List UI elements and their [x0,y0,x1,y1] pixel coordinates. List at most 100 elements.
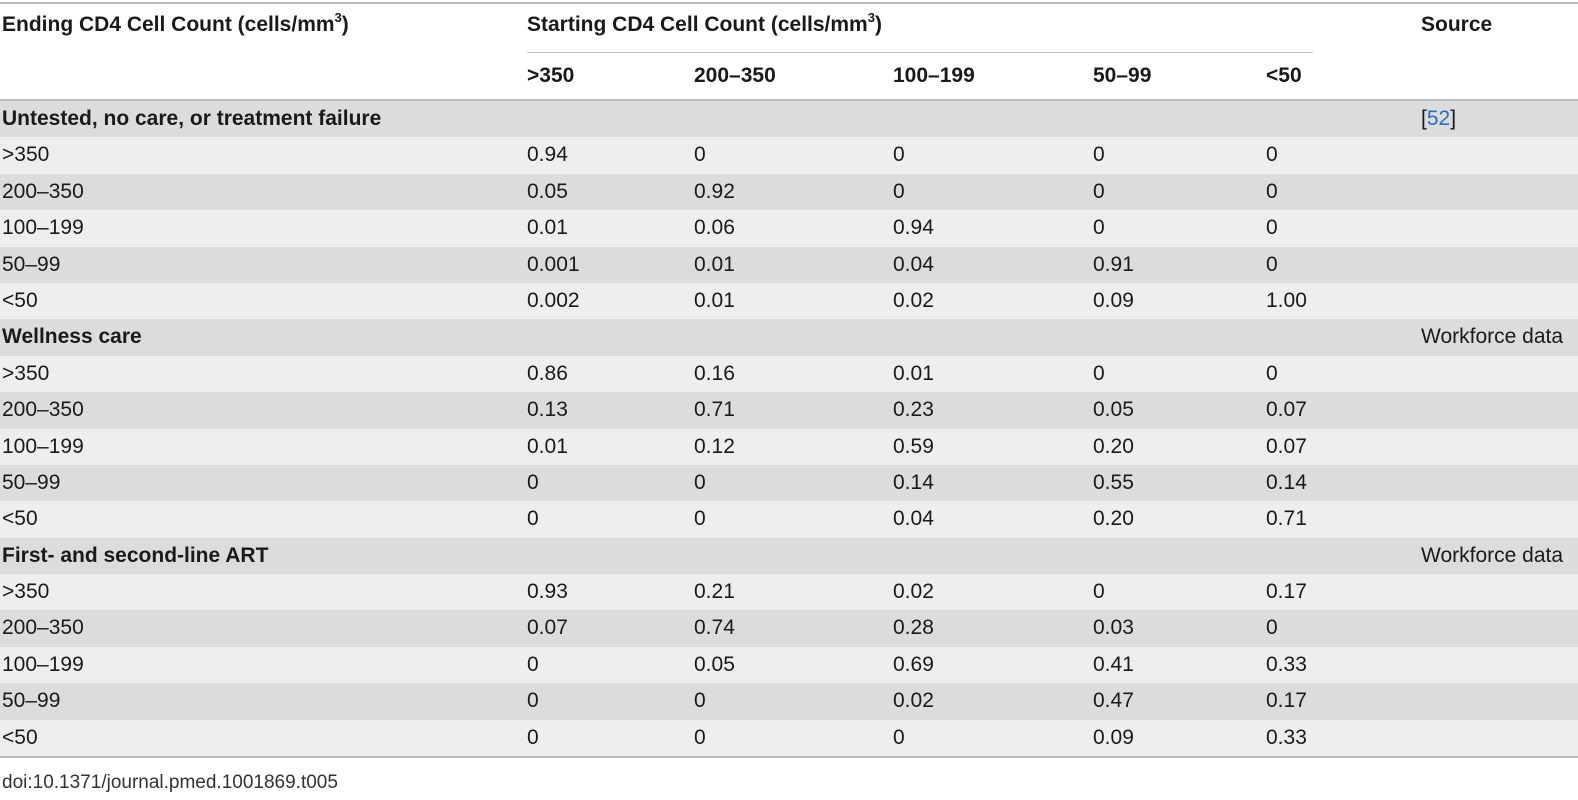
table-cell: 0.69 [893,652,934,676]
table-cell: 0.33 [1266,652,1307,676]
starting-count-span-rule [527,52,1313,53]
table-row: 100–199 0.01 0.12 0.59 0.20 0.07 [0,428,1578,465]
table-cell: 0 [527,725,539,749]
header-starting-cd4: Starting CD4 Cell Count (cells/mm3) [527,10,882,36]
source-reference-link[interactable]: 52 [1426,107,1451,130]
header-bottom-rule [0,99,1578,101]
table-cell: 0.07 [527,616,568,640]
table-cell: 0.33 [1266,725,1307,749]
table-cell: 0.04 [893,507,934,531]
table-cell: 0.17 [1266,580,1307,604]
row-label: 50–99 [2,470,61,494]
table-cell: 0 [694,507,706,531]
header-ending-cd4: Ending CD4 Cell Count (cells/mm3) [2,10,349,36]
table-cell: 0.03 [1093,616,1134,640]
table-cell: 0.92 [694,179,735,203]
table-top-rule [0,2,1578,4]
row-label: >350 [2,361,50,385]
table-cell: 0 [1093,179,1105,203]
section-source: [52] [1421,101,1456,137]
table-cell: 0 [527,470,539,494]
table-cell: 0.05 [694,652,735,676]
table-cell: 0.21 [694,580,735,604]
column-header: >350 [527,64,575,87]
table-cell: 0.20 [1093,434,1134,458]
table-row: 50–99 0.001 0.01 0.04 0.91 0 [0,246,1578,283]
table-row: >350 0.93 0.21 0.02 0 0.17 [0,574,1578,611]
table-cell: 0 [1093,216,1105,240]
section-row: Wellness care Workforce data [0,319,1578,356]
table-row: >350 0.86 0.16 0.01 0 0 [0,355,1578,393]
row-label: 100–199 [2,434,84,458]
table-row: 200–350 0.13 0.71 0.23 0.05 0.07 [0,392,1578,429]
table-cell: 0 [1093,361,1105,385]
section-title: Untested, no care, or treatment failure [2,107,382,130]
table-cell: 0 [1266,361,1278,385]
table-row: 200–350 0.05 0.92 0 0 0 [0,173,1578,211]
table-cell: 0.01 [694,288,735,312]
table-cell: 0.01 [893,361,934,385]
table-cell: 0.09 [1093,725,1134,749]
row-label: 50–99 [2,252,61,276]
table-cell: 0 [893,725,905,749]
table-cell: 0.001 [527,252,580,276]
table-cell: 0.14 [1266,470,1307,494]
table-cell: 0.94 [527,143,568,167]
section-row: First- and second-line ART Workforce data [0,537,1578,575]
table-cell: 0.23 [893,398,934,422]
table-cell: 0 [1093,143,1105,167]
table-cell: 0 [694,143,706,167]
table-cell: 0.59 [893,434,934,458]
table-cell: 0.05 [1093,398,1134,422]
table-cell: 0.93 [527,580,568,604]
source-bracket: ] [1450,107,1457,130]
table-row: 200–350 0.07 0.74 0.28 0.03 0 [0,610,1578,647]
table-cell: 0.06 [694,216,735,240]
table-row: 50–99 0 0 0.02 0.47 0.17 [0,683,1578,720]
row-label: 200–350 [2,616,84,640]
row-label: 200–350 [2,179,84,203]
row-label: <50 [2,288,38,312]
column-header: 100–199 [893,64,975,87]
table-body: Untested, no care, or treatment failure [… [0,101,1578,757]
table-cell: 0.94 [893,216,934,240]
table-cell: 0 [1266,216,1278,240]
table-cell: 0.28 [893,616,934,640]
table-cell: 0.01 [527,434,568,458]
table-cell: 0 [1266,179,1278,203]
table-cell: 0.20 [1093,507,1134,531]
section-source: Workforce data [1421,543,1564,567]
header-source: Source [1421,13,1493,36]
table-cell: 0 [1266,143,1278,167]
table-row: <50 0.002 0.01 0.02 0.09 1.00 [0,282,1578,320]
table-cell: 0 [1266,616,1278,640]
table-cell: 0.04 [893,252,934,276]
section-title: First- and second-line ART [2,543,269,567]
table-row: 100–199 0 0.05 0.69 0.41 0.33 [0,646,1578,684]
row-label: <50 [2,725,38,749]
table-bottom-rule [0,756,1578,758]
table-cell: 0.17 [1266,689,1307,713]
table-cell: 0 [694,725,706,749]
row-label: 200–350 [2,398,84,422]
table-cell: 0.13 [527,398,568,422]
column-header: 50–99 [1093,64,1152,87]
table-cell: 0 [1266,252,1278,276]
table-cell: 0.47 [1093,689,1134,713]
table-cell: 0.09 [1093,288,1134,312]
row-label: >350 [2,580,50,604]
table-cell: 0.16 [694,361,735,385]
row-label: 50–99 [2,689,61,713]
section-source: Workforce data [1421,325,1564,349]
doi-caption: doi:10.1371/journal.pmed.1001869.t005 [2,772,338,793]
table-cell: 0 [893,179,905,203]
table-cell: 0.71 [694,398,735,422]
column-header: <50 [1266,64,1302,87]
table-cell: 0 [694,689,706,713]
table-cell: 0.02 [893,580,934,604]
table-cell: 0.71 [1266,507,1307,531]
table-cell: 0 [527,652,539,676]
table-row: >350 0.94 0 0 0 0 [0,137,1578,174]
table-cell: 0 [893,143,905,167]
table-cell: 0 [1093,580,1105,604]
